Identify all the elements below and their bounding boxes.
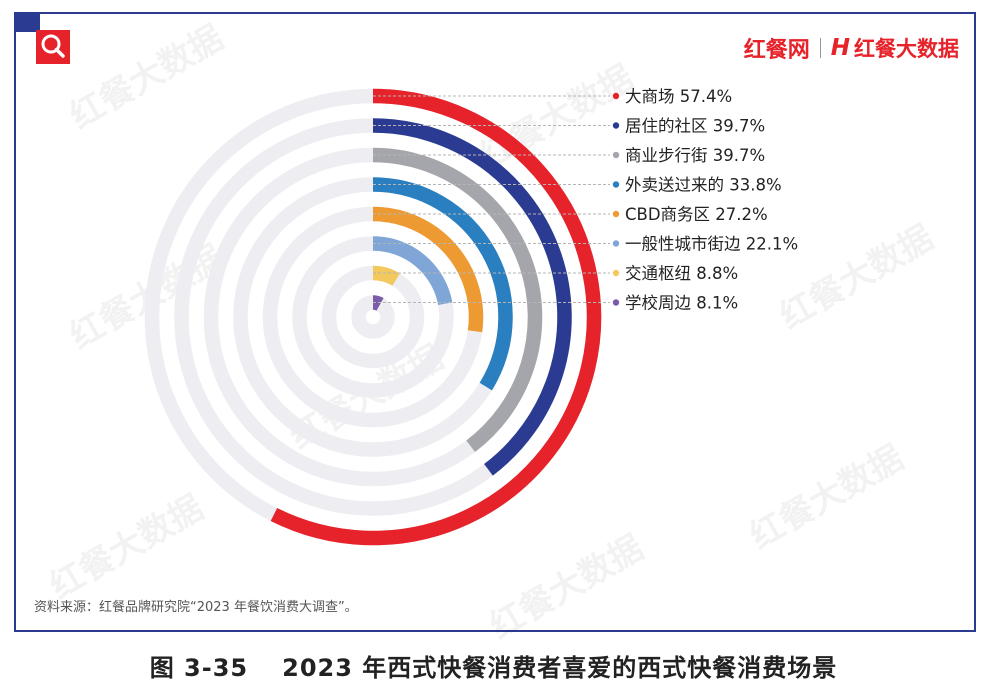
chart-bars — [270, 88, 602, 546]
legend-dot — [612, 181, 620, 188]
legend-label: 大商场 57.4% — [625, 87, 732, 106]
chart-legend: 大商场 57.4% 居住的社区 39.7% 商业步行街 39.7% 外卖送过来的 33… — [373, 87, 798, 313]
brand-logo-mark: H — [830, 35, 850, 61]
bar-track — [321, 265, 425, 369]
brand-divider — [819, 38, 821, 58]
legend-dot — [612, 240, 620, 247]
legend-label: 学校周边 8.1% — [625, 294, 738, 313]
legend-label: 一般性城市街边 22.1% — [625, 235, 798, 254]
figure-title: 2023 年西式快餐消费者喜爱的西式快餐消费场景 — [282, 654, 838, 682]
search-badge — [36, 30, 70, 64]
bar-arc — [372, 236, 453, 306]
legend-label: 交通枢纽 8.8% — [625, 264, 738, 283]
legend-label: 居住的社区 39.7% — [625, 117, 765, 136]
bar-arc — [372, 177, 513, 391]
bar-arc — [372, 147, 543, 453]
bar-track — [351, 295, 395, 339]
figure-number: 图 3-35 — [149, 654, 249, 682]
source-note: 资料来源：红餐品牌研究院“2023 年餐饮消费大调查”。 — [34, 600, 358, 615]
search-icon — [41, 34, 65, 58]
brand-primary: 红餐网 — [743, 38, 810, 63]
corner-badge — [14, 12, 40, 32]
legend-dot — [612, 210, 620, 218]
brand-secondary: 红餐大数据 — [854, 37, 959, 61]
legend-label: CBD商务区 27.2% — [625, 205, 768, 224]
brand-secondary-group: H 红餐大数据 — [831, 33, 959, 63]
bar-arc — [372, 206, 484, 333]
bar-arc — [270, 88, 602, 546]
brand-area: 红餐网 H 红餐大数据 — [744, 32, 959, 64]
legend-dot — [612, 151, 620, 159]
bar-arc — [372, 265, 400, 286]
figure-caption: 图 3-35 2023 年西式快餐消费者喜爱的西式快餐消费场景 — [0, 648, 987, 683]
legend-label: 商业步行街 39.7% — [625, 146, 765, 165]
legend-label: 外卖送过来的 33.8% — [625, 176, 782, 195]
legend-dot — [612, 122, 620, 129]
bar-arc — [372, 118, 572, 476]
legend-dot — [612, 299, 620, 306]
legend-dot — [612, 269, 620, 277]
legend-dot — [612, 92, 620, 100]
